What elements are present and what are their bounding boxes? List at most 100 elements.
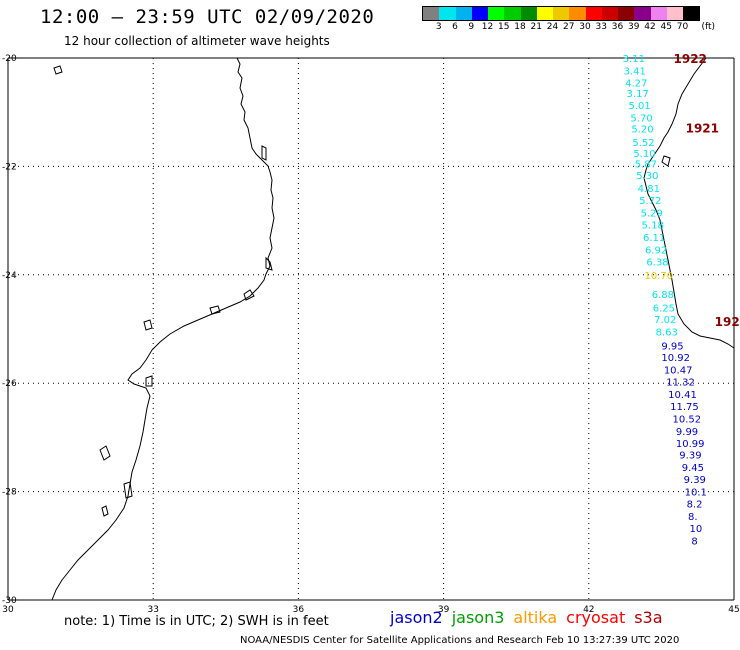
wave-height-value: 6.11: [643, 233, 665, 244]
latitude-tick-label: -30: [2, 596, 17, 606]
wave-height-value: 6.25: [653, 303, 675, 314]
africa-coast-lagoon: [243, 289, 255, 301]
colorbar-swatch: [683, 7, 700, 20]
wave-height-value: 5.30: [636, 171, 658, 182]
africa-coastline: [51, 57, 275, 601]
wave-height-value: 11.75: [670, 402, 699, 413]
wave-height-value: 5.52: [632, 138, 654, 149]
wave-height-colorbar: [422, 6, 701, 21]
africa-coast-lake: [101, 505, 109, 517]
wave-height-value: 5.87: [635, 160, 657, 171]
coastline: [51, 57, 735, 601]
wave-height-value: 8: [691, 536, 697, 547]
wave-height-observations: 3.113.414.273.175.01 5.705.20 5.525.105.87…: [623, 54, 707, 547]
graticule: [7, 57, 735, 601]
colorbar-swatch: [618, 7, 635, 20]
colorbar-tick-label: 36: [611, 22, 624, 32]
wave-height-value: 3.11: [623, 54, 645, 65]
colorbar-swatch: [634, 7, 651, 20]
wave-height-value: 9.95: [661, 341, 683, 352]
longitude-tick-label: 33: [147, 605, 158, 615]
pass-number-label: 1921: [686, 121, 719, 135]
wave-height-value: 7.02: [654, 315, 676, 326]
longitude-tick-label: 36: [293, 605, 305, 615]
wave-height-value: 8.2: [687, 500, 703, 511]
wave-height-value: 9.45: [682, 463, 704, 474]
wave-height-value: 4.81: [638, 184, 660, 195]
wave-height-value: 6.88: [652, 290, 674, 301]
colorbar-swatch: [601, 7, 618, 20]
colorbar-swatch: [650, 7, 667, 20]
colorbar-swatch: [455, 7, 472, 20]
wave-height-value: 3.41: [624, 66, 646, 77]
wave-height-value: 10.47: [664, 366, 693, 377]
africa-coast-lake: [123, 481, 133, 499]
satellite-legend: jason2 jason3 altika cryosat s3a: [390, 608, 672, 627]
wave-height-value: 10.1: [685, 488, 707, 499]
colorbar-tick-label: 21: [530, 22, 542, 32]
colorbar-swatch: [488, 7, 505, 20]
wave-height-value: 6.92: [645, 245, 667, 256]
wave-height-value: 3.17: [627, 89, 649, 100]
latitude-tick-label: -26: [2, 379, 17, 389]
wave-height-value: 9.39: [679, 451, 701, 462]
colorbar-tick-label: 33: [595, 22, 607, 32]
wave-height-value: 5.01: [628, 101, 650, 112]
wave-height-value: 10.52: [673, 414, 702, 425]
colorbar-tick-label: 15: [498, 22, 510, 32]
colorbar-unit: (ft): [701, 22, 716, 32]
africa-coast-island: [261, 145, 267, 161]
pass-number-label: 1922: [674, 52, 707, 66]
colorbar-tick-label: 6: [452, 22, 458, 32]
wave-height-value: 5.70: [630, 114, 652, 125]
wave-height-value: 5.29: [641, 208, 663, 219]
latitude-tick-label: -28: [2, 488, 17, 498]
wave-height-value: 8.63: [656, 328, 678, 339]
axis-tick-labels: 30 33 36 39 42 45 -20 -22 -24 -26 -28 -30: [2, 54, 740, 615]
colorbar-swatch: [423, 7, 440, 20]
colorbar-swatch: [439, 7, 456, 20]
wave-height-value: 9.99: [676, 427, 698, 438]
pass-number-label: 192: [715, 315, 740, 329]
colorbar-swatch: [471, 7, 488, 20]
colorbar-swatch: [504, 7, 521, 20]
africa-coast-lake: [209, 305, 221, 315]
wave-height-value: 5.20: [631, 124, 653, 135]
colorbar-tick-label: 9: [468, 22, 475, 32]
longitude-tick-label: 45: [728, 605, 739, 615]
colorbar-tick-label: 24: [546, 22, 559, 32]
colorbar-tick-label: 45: [660, 22, 672, 32]
colorbar-swatch: [666, 7, 683, 20]
legend-altika: altika: [513, 608, 558, 627]
page-subtitle: 12 hour collection of altimeter wave hei…: [64, 34, 330, 48]
page-title: 12:00 – 23:59 UTC 02/09/2020: [40, 6, 375, 28]
colorbar-swatch: [569, 7, 586, 20]
africa-coast-lake: [145, 375, 153, 387]
wave-height-value: 10: [689, 524, 702, 535]
wave-height-value: 5.72: [639, 196, 661, 207]
colorbar-swatch: [520, 7, 537, 20]
wave-height-value: 10.92: [661, 353, 690, 364]
wave-height-value: 11.32: [666, 378, 695, 389]
colorbar-tick-label: 42: [644, 22, 656, 32]
colorbar-tick-label: 39: [628, 22, 640, 32]
wave-height-value: 9.39: [684, 475, 706, 486]
latitude-tick-label: -22: [2, 162, 17, 172]
africa-coast-lake: [99, 445, 111, 461]
wave-height-value: 10.70: [644, 271, 673, 282]
legend-jason2: jason2: [390, 608, 443, 627]
colorbar-labels: 3 6 9 12 15 18 21 24 27 30 33 36 39 42 45 70 (ft): [422, 22, 740, 34]
colorbar-tick-label: 18: [514, 22, 526, 32]
wave-height-value: 5.18: [642, 220, 664, 231]
colorbar-swatch: [553, 7, 570, 20]
wave-height-value: 8.: [688, 512, 698, 523]
pass-labels: 1922 1921 192: [674, 52, 740, 329]
colorbar-tick-label: 30: [579, 22, 591, 32]
colorbar-tick-label: 70: [676, 22, 689, 32]
wave-height-value: 10.99: [676, 439, 705, 450]
longitude-tick-label: 39: [438, 605, 450, 615]
longitude-tick-label: 42: [583, 605, 594, 615]
legend-s3a: s3a: [634, 608, 663, 627]
